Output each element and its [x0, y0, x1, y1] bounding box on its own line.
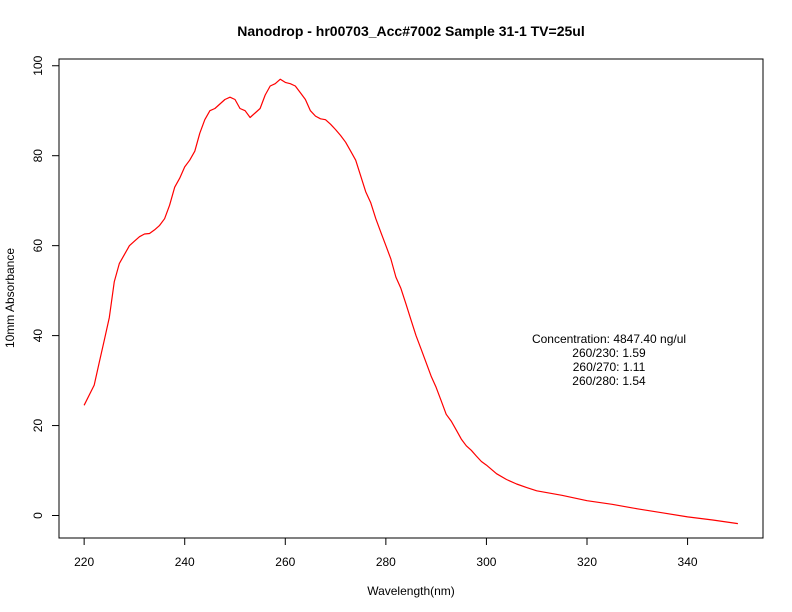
x-tick-label: 260	[275, 555, 295, 569]
x-tick-label: 220	[74, 555, 94, 569]
annotation-concentration: Concentration: 4847.40 ng/ul	[532, 332, 686, 346]
chart-title: Nanodrop - hr00703_Acc#7002 Sample 31-1 …	[237, 23, 584, 39]
absorbance-line	[83, 78, 738, 525]
annotation-ratio-260-280: 260/280: 1.54	[572, 374, 646, 388]
plot-frame	[58, 58, 764, 539]
x-tick-label: 320	[577, 555, 597, 569]
y-tick-label: 40	[31, 329, 45, 343]
y-tick-label: 0	[31, 512, 45, 519]
y-axis: 0 20 40 60 80 100	[31, 55, 59, 519]
annotation-ratio-260-230: 260/230: 1.59	[572, 346, 646, 360]
x-axis: 220 240 260 280 300 320 340	[74, 538, 698, 569]
y-tick-label: 60	[31, 239, 45, 253]
y-axis-label: 10mm Absorbance	[3, 248, 17, 348]
x-tick-label: 300	[476, 555, 496, 569]
annotation-block: Concentration: 4847.40 ng/ul 260/230: 1.…	[532, 332, 686, 388]
x-axis-label: Wavelength(nm)	[367, 584, 455, 598]
annotation-ratio-260-270: 260/270: 1.11	[573, 360, 646, 374]
x-tick-label: 240	[175, 555, 195, 569]
x-tick-label: 340	[678, 555, 698, 569]
data-series	[83, 78, 738, 525]
y-tick-label: 80	[31, 149, 45, 163]
y-tick-label: 100	[31, 55, 45, 75]
y-tick-label: 20	[31, 419, 45, 433]
x-tick-label: 280	[376, 555, 396, 569]
